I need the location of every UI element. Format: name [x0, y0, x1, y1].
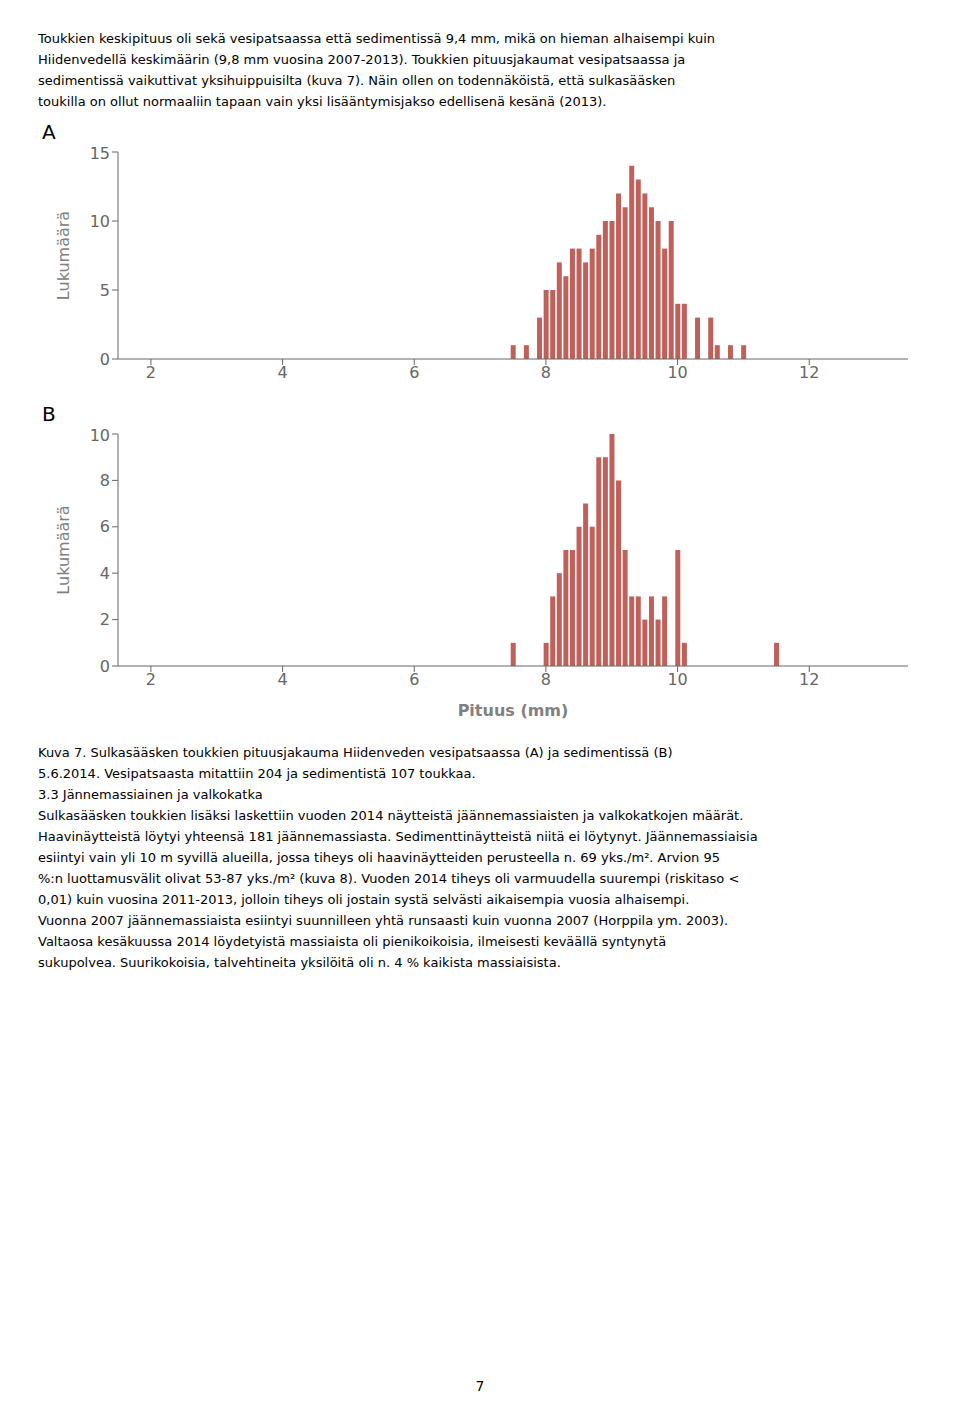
svg-text:4: 4 — [277, 363, 287, 382]
svg-text:10: 10 — [90, 426, 110, 445]
svg-text:10: 10 — [667, 363, 687, 382]
svg-text:8: 8 — [541, 363, 551, 382]
svg-text:12: 12 — [799, 670, 819, 689]
html-text:A: A — [42, 120, 56, 144]
svg-text:Pituus (mm): Pituus (mm) — [458, 701, 569, 720]
svg-text:0: 0 — [100, 350, 110, 369]
svg-text:0: 0 — [100, 657, 110, 676]
html-text:Vuonna 2007 jäännemassiaista e: Vuonna 2007 jäännemassiaista esiintyi su… — [38, 913, 729, 928]
html-text:B: B — [42, 402, 56, 426]
html-text:Haavinäytteistä löytyi yhteens: Haavinäytteistä löytyi yhteensä 181 jään… — [38, 829, 758, 844]
html-text:%:n luottamusvälit olivat 53-8: %:n luottamusvälit olivat 53-87 yks./m² … — [38, 871, 740, 886]
svg-text:4: 4 — [100, 564, 110, 583]
html-text:7: 7 — [475, 1378, 485, 1394]
html-text:Toukkien keskipituus oli sekä: Toukkien keskipituus oli sekä vesipatsaa… — [38, 31, 715, 46]
svg-text:10: 10 — [90, 212, 110, 231]
html-text:Valtaosa kesäkuussa 2014 löyde: Valtaosa kesäkuussa 2014 löydetyistä mas… — [38, 934, 667, 949]
svg-text:2: 2 — [146, 363, 156, 382]
svg-text:4: 4 — [277, 670, 287, 689]
svg-text:6: 6 — [409, 363, 419, 382]
html-text:Hiidenvedellä keskimäärin (9,8: Hiidenvedellä keskimäärin (9,8 mm vuosin… — [38, 52, 686, 67]
svg-text:10: 10 — [667, 670, 687, 689]
html-text:3.3 Jännemassiainen ja valkoka: 3.3 Jännemassiainen ja valkokatka — [38, 787, 263, 802]
html-text:sedimentissä vaikuttivat yksih: sedimentissä vaikuttivat yksihuippuisilt… — [38, 73, 676, 88]
html-text:5.6.2014. Vesipatsaasta mitatt: 5.6.2014. Vesipatsaasta mitattiin 204 ja… — [38, 766, 476, 781]
html-text:sukupolvea. Suurikokoisia, tal: sukupolvea. Suurikokoisia, talvehtineita… — [38, 955, 561, 970]
html-text:Sulkasääsken toukkien lisäksi: Sulkasääsken toukkien lisäksi laskettiin… — [38, 808, 744, 823]
svg-text:8: 8 — [100, 471, 110, 490]
svg-text:12: 12 — [799, 363, 819, 382]
html-text:0,01) kuin vuosina 2011-2013,: 0,01) kuin vuosina 2011-2013, jolloin ti… — [38, 892, 690, 907]
svg-text:5: 5 — [100, 281, 110, 300]
svg-text:Lukumäärä: Lukumäärä — [54, 211, 73, 300]
svg-text:15: 15 — [90, 144, 110, 163]
svg-text:6: 6 — [409, 670, 419, 689]
html-text:Kuva 7. Sulkasääsken toukkien: Kuva 7. Sulkasääsken toukkien pituusjaka… — [38, 745, 673, 760]
svg-text:6: 6 — [100, 517, 110, 536]
html-text:toukilla on ollut normaaliin t: toukilla on ollut normaaliin tapaan vain… — [38, 94, 607, 109]
svg-text:Lukumäärä: Lukumäärä — [54, 505, 73, 594]
svg-text:8: 8 — [541, 670, 551, 689]
html-text:esiintyi vain yli 10 m syvillä: esiintyi vain yli 10 m syvillä alueilla,… — [38, 850, 720, 865]
svg-text:2: 2 — [146, 670, 156, 689]
svg-text:2: 2 — [100, 610, 110, 629]
